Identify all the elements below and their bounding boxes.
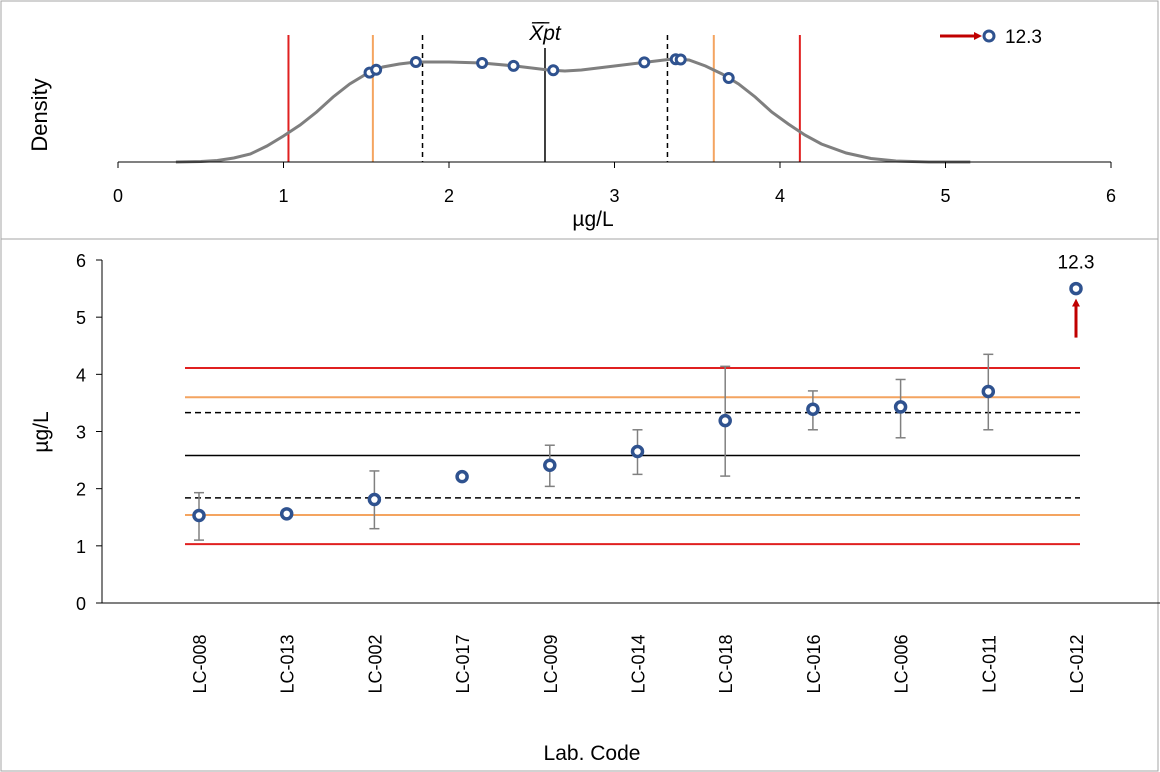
density-points	[363, 53, 735, 84]
density-data-point	[476, 57, 489, 69]
scatter-x-tick-label: LC-013	[278, 634, 298, 693]
scatter-x-tick-label: LC-008	[190, 634, 210, 693]
scatter-y-tick-label: 3	[76, 423, 86, 443]
density-x-tick-label: 6	[1106, 186, 1116, 206]
density-x-tick-label: 1	[278, 186, 288, 206]
density-data-point	[507, 59, 520, 72]
scatter-y-tick-label: 0	[76, 594, 86, 614]
scatter-data-point	[367, 492, 382, 507]
scatter-data-point	[806, 402, 820, 416]
density-reference-lines	[287, 35, 801, 162]
density-y-axis-label: Density	[27, 78, 52, 151]
scatter-y-axis-label: µg/L	[30, 411, 53, 452]
scatter-points	[192, 384, 996, 523]
scatter-x-tick-label: LC-017	[453, 634, 473, 693]
density-data-point	[638, 56, 651, 69]
scatter-data-point	[981, 384, 996, 399]
density-x-tick-label: 4	[775, 186, 785, 206]
scatter-x-ticks: LC-008 LC-013 LC-002 LC-017 LC-009 LC-014 LC-0…	[190, 634, 1087, 693]
scatter-x-axis-label: Lab. Code	[544, 742, 641, 765]
scatter-x-tick-label: LC-011	[979, 635, 999, 693]
scatter-y-tick-label: 1	[76, 537, 86, 557]
density-curve	[175, 57, 971, 164]
scatter-x-tick-label: LC-012	[1067, 634, 1087, 693]
density-x-ticks: 0 1 2 3 4 5 6	[113, 162, 1116, 206]
density-offscale-label: 12.3	[1005, 27, 1042, 48]
density-x-axis-label: µg/L	[572, 208, 613, 231]
density-x-tick-label: 3	[609, 186, 619, 206]
scatter-data-point	[543, 458, 557, 472]
scatter-error-bars	[194, 353, 994, 541]
scatter-data-point	[630, 444, 645, 459]
density-data-point	[409, 56, 422, 68]
scatter-x-tick-label: LC-009	[541, 634, 561, 693]
scatter-data-point	[192, 508, 206, 523]
scatter-offscale: 12.3	[1058, 253, 1095, 338]
density-offscale-marker	[982, 29, 996, 43]
density-x-tick-label: 0	[113, 186, 123, 206]
scatter-panel-border	[0, 238, 1159, 772]
scatter-y-ticks: 0 1 2 3 4 5 6	[76, 251, 102, 614]
assigned-value-label: X̅̅pt	[528, 22, 562, 45]
scatter-data-point	[893, 400, 908, 414]
scatter-reference-lines	[185, 367, 1080, 546]
density-x-tick-label: 5	[940, 186, 950, 206]
scatter-x-tick-label: LC-014	[629, 634, 649, 693]
scatter-x-tick-label: LC-016	[804, 634, 824, 693]
scatter-offscale-point	[1069, 281, 1083, 296]
scatter-y-tick-label: 2	[76, 480, 86, 500]
density-chart: 0 1 2 3 4 5 6 µg/L Density X̅̅pt 12.3	[27, 22, 1116, 231]
density-x-tick-label: 2	[444, 186, 454, 206]
density-data-point	[722, 72, 735, 84]
scatter-x-tick-label: LC-002	[365, 634, 385, 693]
scatter-y-tick-label: 5	[76, 308, 86, 328]
scatter-y-tick-label: 6	[76, 251, 86, 271]
scatter-data-point	[455, 469, 469, 484]
scatter-data-point	[279, 507, 294, 521]
scatter-y-tick-label: 4	[76, 365, 86, 385]
density-data-point	[674, 53, 687, 66]
density-data-point	[370, 63, 383, 76]
scatter-offscale-label: 12.3	[1058, 253, 1095, 274]
scatter-data-point	[718, 413, 732, 428]
scatter-x-tick-label: LC-006	[892, 634, 912, 693]
density-data-point	[547, 64, 560, 77]
scatter-x-tick-label: LC-018	[716, 634, 736, 693]
